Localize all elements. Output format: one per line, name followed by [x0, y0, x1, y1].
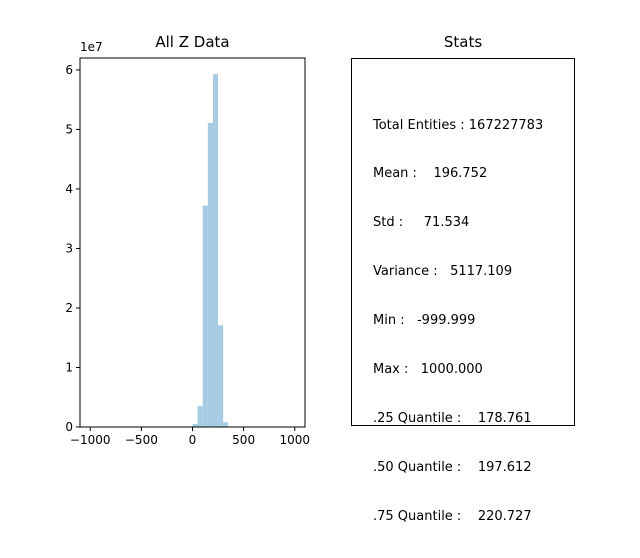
histogram-bar [212, 74, 219, 428]
figure: −1000 −500 0 500 1000 0 1 2 3 4 5 6 [65, 57, 310, 447]
histogram-title: All Z Data [155, 33, 230, 51]
histogram-bar [218, 325, 224, 427]
stats-line: .75 Quantile : 220.727 [373, 508, 532, 524]
y-tick-label: 6 [65, 63, 73, 77]
plot-frame [79, 57, 306, 428]
y-offset-label: 1e7 [80, 40, 103, 54]
stats-lines: Total Entities : 167227783 Mean : 196.75… [373, 85, 543, 558]
y-tick-label: 2 [65, 301, 73, 315]
x-tick-label: 500 [232, 433, 255, 447]
x-tick-label: 1000 [279, 433, 310, 447]
stats-line: Std : 71.534 [373, 215, 470, 231]
x-tick-label: −500 [125, 433, 158, 447]
histogram-plot: −1000 −500 0 500 1000 0 1 2 3 4 5 6 [65, 57, 310, 447]
histogram-bar [207, 122, 213, 427]
histogram-bar [197, 406, 203, 427]
x-tick-label: 0 [189, 433, 197, 447]
y-tick-label: 4 [65, 182, 73, 196]
histogram-bar [192, 424, 198, 427]
stats-line: .25 Quantile : 178.761 [373, 410, 532, 426]
stats-line: Total Entities : 167227783 [373, 117, 544, 133]
stats-line: Max : 1000.000 [373, 362, 483, 378]
histogram-bar [202, 205, 208, 427]
stats-line: .50 Quantile : 197.612 [373, 459, 532, 475]
stats-line: Min : -999.999 [373, 313, 476, 329]
y-tick-label: 1 [65, 360, 73, 374]
x-tick-label: −1000 [70, 433, 111, 447]
y-tick-label: 5 [65, 122, 73, 136]
y-tick-label: 3 [65, 241, 73, 255]
stats-line: Variance : 5117.109 [373, 264, 513, 280]
stats-line: Mean : 196.752 [373, 166, 488, 182]
stats-title: Stats [443, 33, 483, 51]
y-tick-label: 0 [65, 420, 73, 434]
histogram-bar [223, 422, 229, 427]
stats-panel: Total Entities : 167227783 Mean : 196.75… [351, 58, 575, 524]
